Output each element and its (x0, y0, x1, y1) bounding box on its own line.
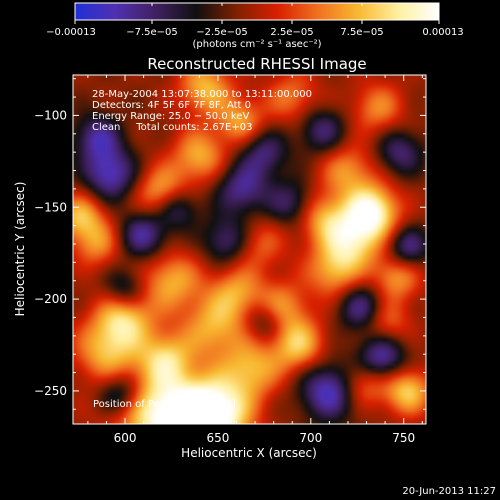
colorbar-tick-label: 2.5e−05 (270, 27, 313, 38)
x-axis-ticks: 600 650 700 750 (87, 75, 423, 445)
colorbar-tick-label: −2.5e−05 (196, 27, 248, 38)
colorbar-tick-label: −0.00013 (46, 27, 96, 38)
footer-date: 20‐Jun‐2013 11:27 (402, 486, 496, 497)
y-tick-label: −150 (34, 200, 67, 214)
colorbar-ticks: −0.00013 −7.5e−05 −2.5e−05 2.5e−05 7.5e−05 0.… (46, 3, 464, 38)
annotation-peak-position: Position of Peak: [633,−268] (93, 399, 236, 410)
x-axis-label: Heliocentric X (arcsec) (181, 446, 317, 460)
x-tick-label: 600 (114, 431, 137, 445)
y-tick-label: −200 (34, 292, 67, 306)
annotation-time-range: 28‐May‐2004 13:07:38.000 to 13:11:00.000 (92, 89, 312, 100)
x-tick-label: 750 (392, 431, 415, 445)
plot-frame (72, 74, 427, 425)
colorbar-tick-label: 0.00013 (422, 27, 463, 38)
x-tick-label: 650 (206, 431, 229, 445)
x-tick-label: 700 (299, 431, 322, 445)
heatmap-image (73, 75, 426, 424)
annotation-energy-range: Energy Range: 25.0 − 50.0 keV (92, 111, 249, 122)
colorbar-tick-label: −7.5e−05 (126, 27, 178, 38)
y-tick-label: −250 (34, 384, 67, 398)
y-axis-ticks: −100 −150 −200 −250 (34, 78, 426, 410)
annotation-clean-counts: Clean Total counts: 2.67E+03 (92, 122, 252, 133)
colorbar (74, 2, 440, 21)
chart-title: Reconstructed RHESSI Image (147, 55, 366, 73)
y-axis-label: Heliocentric Y (arcsec) (13, 182, 27, 317)
annotation-detectors: Detectors: 4F 5F 6F 7F 8F, Att 0 (92, 100, 251, 111)
colorbar-unit-label: (photons cm⁻² s⁻¹ asec⁻²) (192, 39, 321, 50)
y-tick-label: −100 (34, 108, 67, 122)
heatmap-raster (73, 75, 426, 424)
colorbar-tick-label: 7.5e−05 (340, 27, 383, 38)
